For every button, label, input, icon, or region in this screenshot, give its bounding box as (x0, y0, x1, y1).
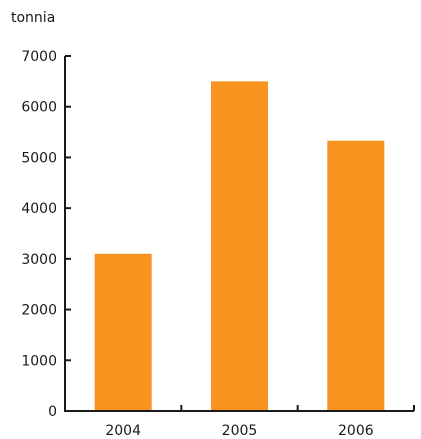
y-tick-label: 4000 (21, 201, 57, 217)
y-axis: 0 1000 2000 3000 4000 5000 6000 7000 (21, 49, 71, 420)
y-tick-label: 7000 (21, 49, 57, 65)
bar (211, 81, 268, 411)
y-tick-label: 5000 (21, 150, 57, 166)
y-tick-label: 0 (48, 404, 57, 420)
bars (94, 81, 385, 411)
x-tick-label: 2006 (338, 423, 374, 439)
bar (94, 253, 152, 411)
y-tick-label: 2000 (21, 303, 57, 319)
x-tick-label: 2005 (222, 423, 258, 439)
x-tick-label: 2004 (105, 423, 141, 439)
x-axis: 2004 2005 2006 (64, 405, 415, 439)
y-tick-label: 6000 (21, 100, 57, 116)
bar (327, 140, 385, 411)
y-tick-label: 3000 (21, 252, 57, 268)
y-tick-label: 1000 (21, 353, 57, 369)
y-axis-unit-label: tonnia (11, 10, 55, 26)
